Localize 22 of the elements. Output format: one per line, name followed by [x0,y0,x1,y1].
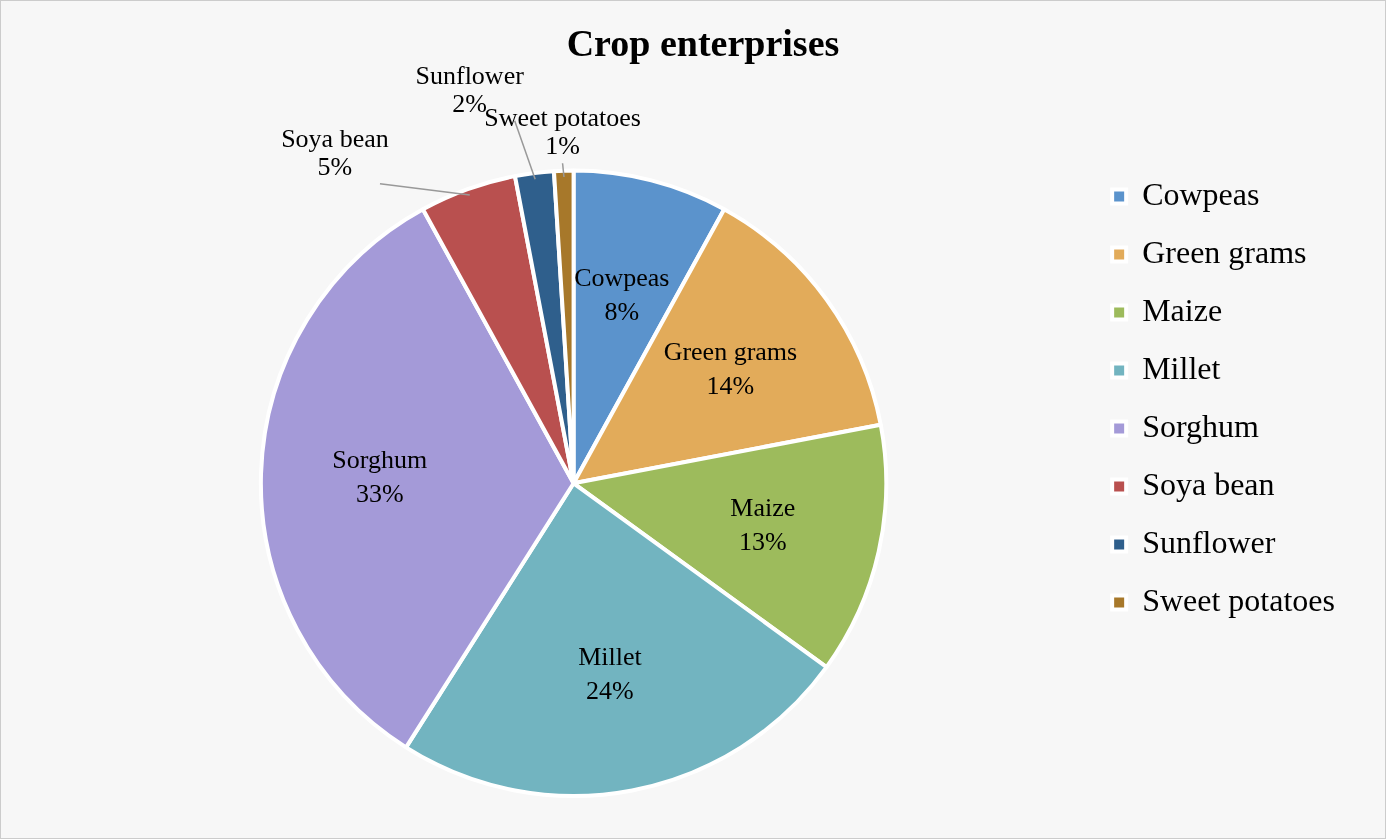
chart-title: Crop enterprises [566,21,840,64]
data-label: 1% [545,131,580,161]
legend-label: Millet [1142,349,1221,386]
slice-label: Green grams [663,337,798,367]
legend-label: Sunflower [1142,523,1276,560]
data-label: 13% [738,527,787,557]
data-label: 33% [355,479,404,509]
slice-label: Sunflower [415,60,525,90]
legend-label: Soya bean [1142,465,1275,502]
legend-label: Cowpeas [1142,175,1260,212]
legend-label: Maize [1142,291,1223,328]
legend-label: Sweet potatoes [1142,581,1335,618]
slice-label: Sorghum [332,445,428,475]
legend-label: Green grams [1142,233,1307,270]
legend-label: Sorghum [1142,407,1260,444]
slice-label: Millet [578,641,643,671]
data-label: 14% [706,371,755,401]
slice-label: Maize [730,493,796,523]
data-label: 24% [586,675,634,705]
data-label: 5% [317,151,353,181]
data-label: 8% [604,297,640,327]
slice-label: Soya bean [281,123,389,153]
